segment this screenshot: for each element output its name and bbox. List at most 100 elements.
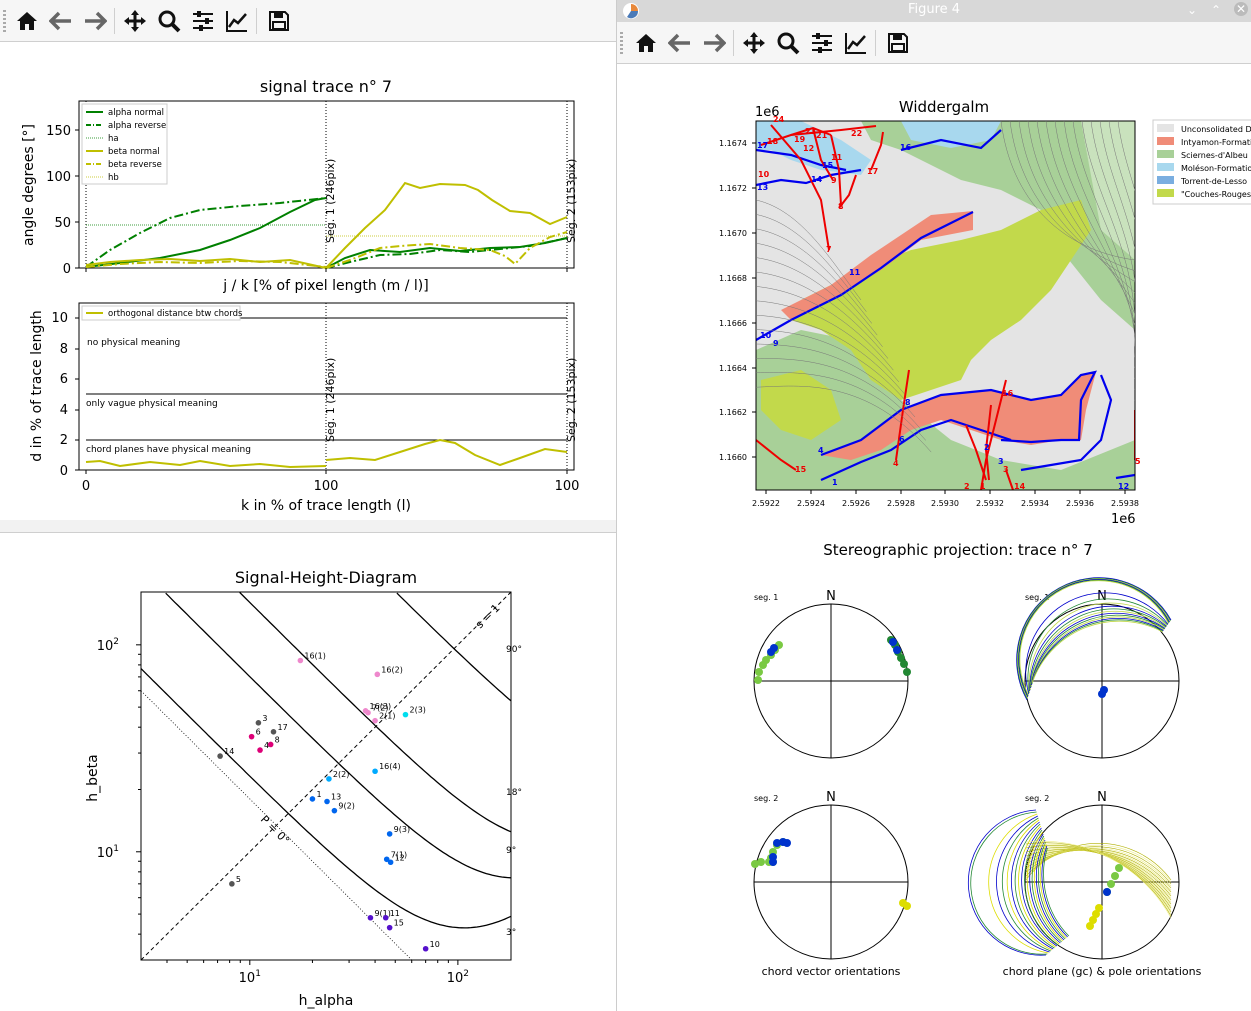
contact-label: 6 [899, 435, 905, 444]
forward-button[interactable] [699, 28, 729, 58]
data-point [402, 711, 409, 718]
bottom-plot-ylabel: d in % of trace length [29, 310, 45, 461]
contour-line [756, 214, 867, 312]
trace-label: 7 [826, 245, 832, 254]
legend-swatch [1157, 137, 1174, 145]
save-button[interactable] [883, 28, 913, 58]
zoom-button[interactable] [154, 6, 184, 36]
top-plot-xlabel: j / k [% of pixel length (m / l)] [222, 278, 428, 294]
legend-entry: Moléson-Formatio [1181, 163, 1251, 173]
geology-map [756, 121, 1135, 490]
point-label: 2(1) [379, 712, 395, 721]
trace-label: 14 [1014, 482, 1026, 491]
contour-line [1054, 121, 1135, 325]
zoom-icon [158, 10, 181, 33]
edit-axis-icon [226, 11, 247, 32]
great-circle [1018, 579, 1170, 698]
data-point [229, 881, 235, 887]
data-mark [897, 654, 905, 662]
great-circle [1018, 825, 1056, 948]
contour-line [756, 343, 916, 418]
legend-entry: Sciernes-d'Albeu [1181, 151, 1248, 160]
point-label: 1 [316, 790, 321, 799]
alpha-reverse-seg1 [85, 197, 327, 268]
back-button[interactable] [665, 28, 695, 58]
point-label: 9(2) [338, 802, 354, 811]
curve-9 [165, 592, 512, 879]
data-point [248, 733, 255, 740]
point-label: 8 [275, 735, 280, 744]
x-tick-label: 102 [447, 969, 469, 986]
contour-line [756, 358, 921, 429]
great-circle [970, 811, 1048, 955]
forward-icon [85, 11, 107, 31]
data-point [297, 657, 304, 664]
pan-button[interactable] [739, 28, 769, 58]
maximize-button[interactable]: ⌃ [1211, 3, 1222, 17]
data-mark [754, 676, 762, 684]
trace-label: 5 [1135, 457, 1141, 466]
legend-swatch [1157, 176, 1174, 184]
great-circle [1031, 617, 1164, 686]
point-label: 9(1) [374, 909, 390, 918]
map-ytick-label: 1.1674 [719, 139, 747, 148]
great-circle [1025, 840, 1172, 919]
close-button[interactable]: ✕ [1234, 2, 1248, 16]
shd-title: Signal-Height-Diagram [235, 568, 417, 587]
map-ytick-label: 1.1668 [719, 274, 747, 283]
forward-button[interactable] [80, 6, 110, 36]
contour-line [1027, 121, 1135, 293]
xtick: 0 [82, 479, 90, 494]
shd-points: 16(1) 16(2) 16(3)7(2)2(1) 2(3) 3 17 6 84 14 16(4)… [217, 652, 440, 952]
trace-label: 3 [1003, 465, 1009, 474]
window-right: Figure 4 ⌄ ⌃ ✕ Widdergalm 1e6 1e6 [616, 0, 1251, 1011]
contour-line [1063, 121, 1135, 336]
map-yoffset: 1e6 [755, 105, 780, 120]
p-line-label: P = 0° [258, 813, 292, 847]
legend-swatch [1157, 124, 1174, 132]
home-icon [636, 34, 656, 52]
home-button[interactable] [12, 6, 42, 36]
trace-label: 18 [767, 137, 779, 146]
contact-label: 17 [757, 141, 768, 150]
contact-label: 16 [900, 143, 912, 152]
configure-button[interactable] [807, 28, 837, 58]
home-button[interactable] [631, 28, 661, 58]
edit-axis-button[interactable] [222, 6, 252, 36]
window-titlebar: Figure 4 ⌄ ⌃ ✕ [617, 0, 1251, 22]
pan-button[interactable] [120, 6, 150, 36]
bottom-seg1-label: Seg. 1 (246pix) [324, 358, 337, 442]
data-mark [1103, 888, 1111, 896]
shd-ylabel: h_beta [85, 754, 101, 801]
great-circle [988, 813, 1049, 954]
back-button[interactable] [46, 6, 76, 36]
data-point [331, 807, 338, 814]
configure-button[interactable] [188, 6, 218, 36]
trace-label: 9 [831, 176, 837, 185]
data-point [365, 709, 371, 716]
great-circle [1017, 578, 1171, 699]
alpha-normal-seg2 [325, 237, 568, 269]
beta-normal-seg1 [85, 257, 327, 269]
save-button[interactable] [264, 6, 294, 36]
toolbar-grip[interactable] [3, 10, 6, 32]
point-label: 3 [262, 714, 267, 723]
zoom-button[interactable] [773, 28, 803, 58]
great-circle [1030, 612, 1166, 689]
toolbar-grip[interactable] [620, 32, 623, 54]
window-title: Figure 4 [907, 2, 961, 17]
north-label: N [1097, 589, 1107, 604]
data-point [386, 924, 393, 931]
legend-entry: hb [108, 173, 119, 183]
trace-label: 8 [838, 202, 844, 211]
edit-axis-button[interactable] [841, 28, 871, 58]
minimize-button[interactable]: ⌄ [1187, 3, 1198, 17]
contour-line [756, 372, 926, 441]
data-point [386, 831, 393, 837]
legend-entry: orthogonal distance btw chords [108, 309, 243, 319]
contact-label: 4 [818, 446, 824, 455]
trace-label: 17 [867, 167, 878, 176]
toolbar-left [0, 0, 616, 42]
y-tick-exp: 1 [113, 844, 119, 854]
configure-icon [812, 33, 832, 53]
